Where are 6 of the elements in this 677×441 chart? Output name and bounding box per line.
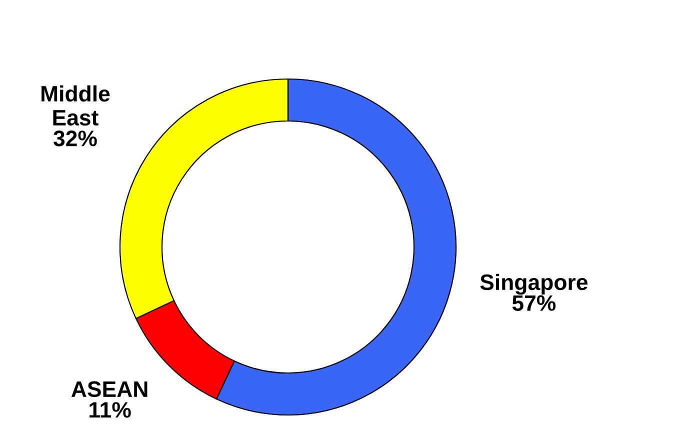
slice-label: Middle East [42, 85, 110, 126]
slice-label: ASEAN [71, 381, 148, 398]
data-label: 11% [90, 402, 131, 418]
slice-label: Singapore [480, 274, 588, 295]
data-label: 57% [512, 295, 556, 311]
data-label: 32% [54, 130, 97, 146]
